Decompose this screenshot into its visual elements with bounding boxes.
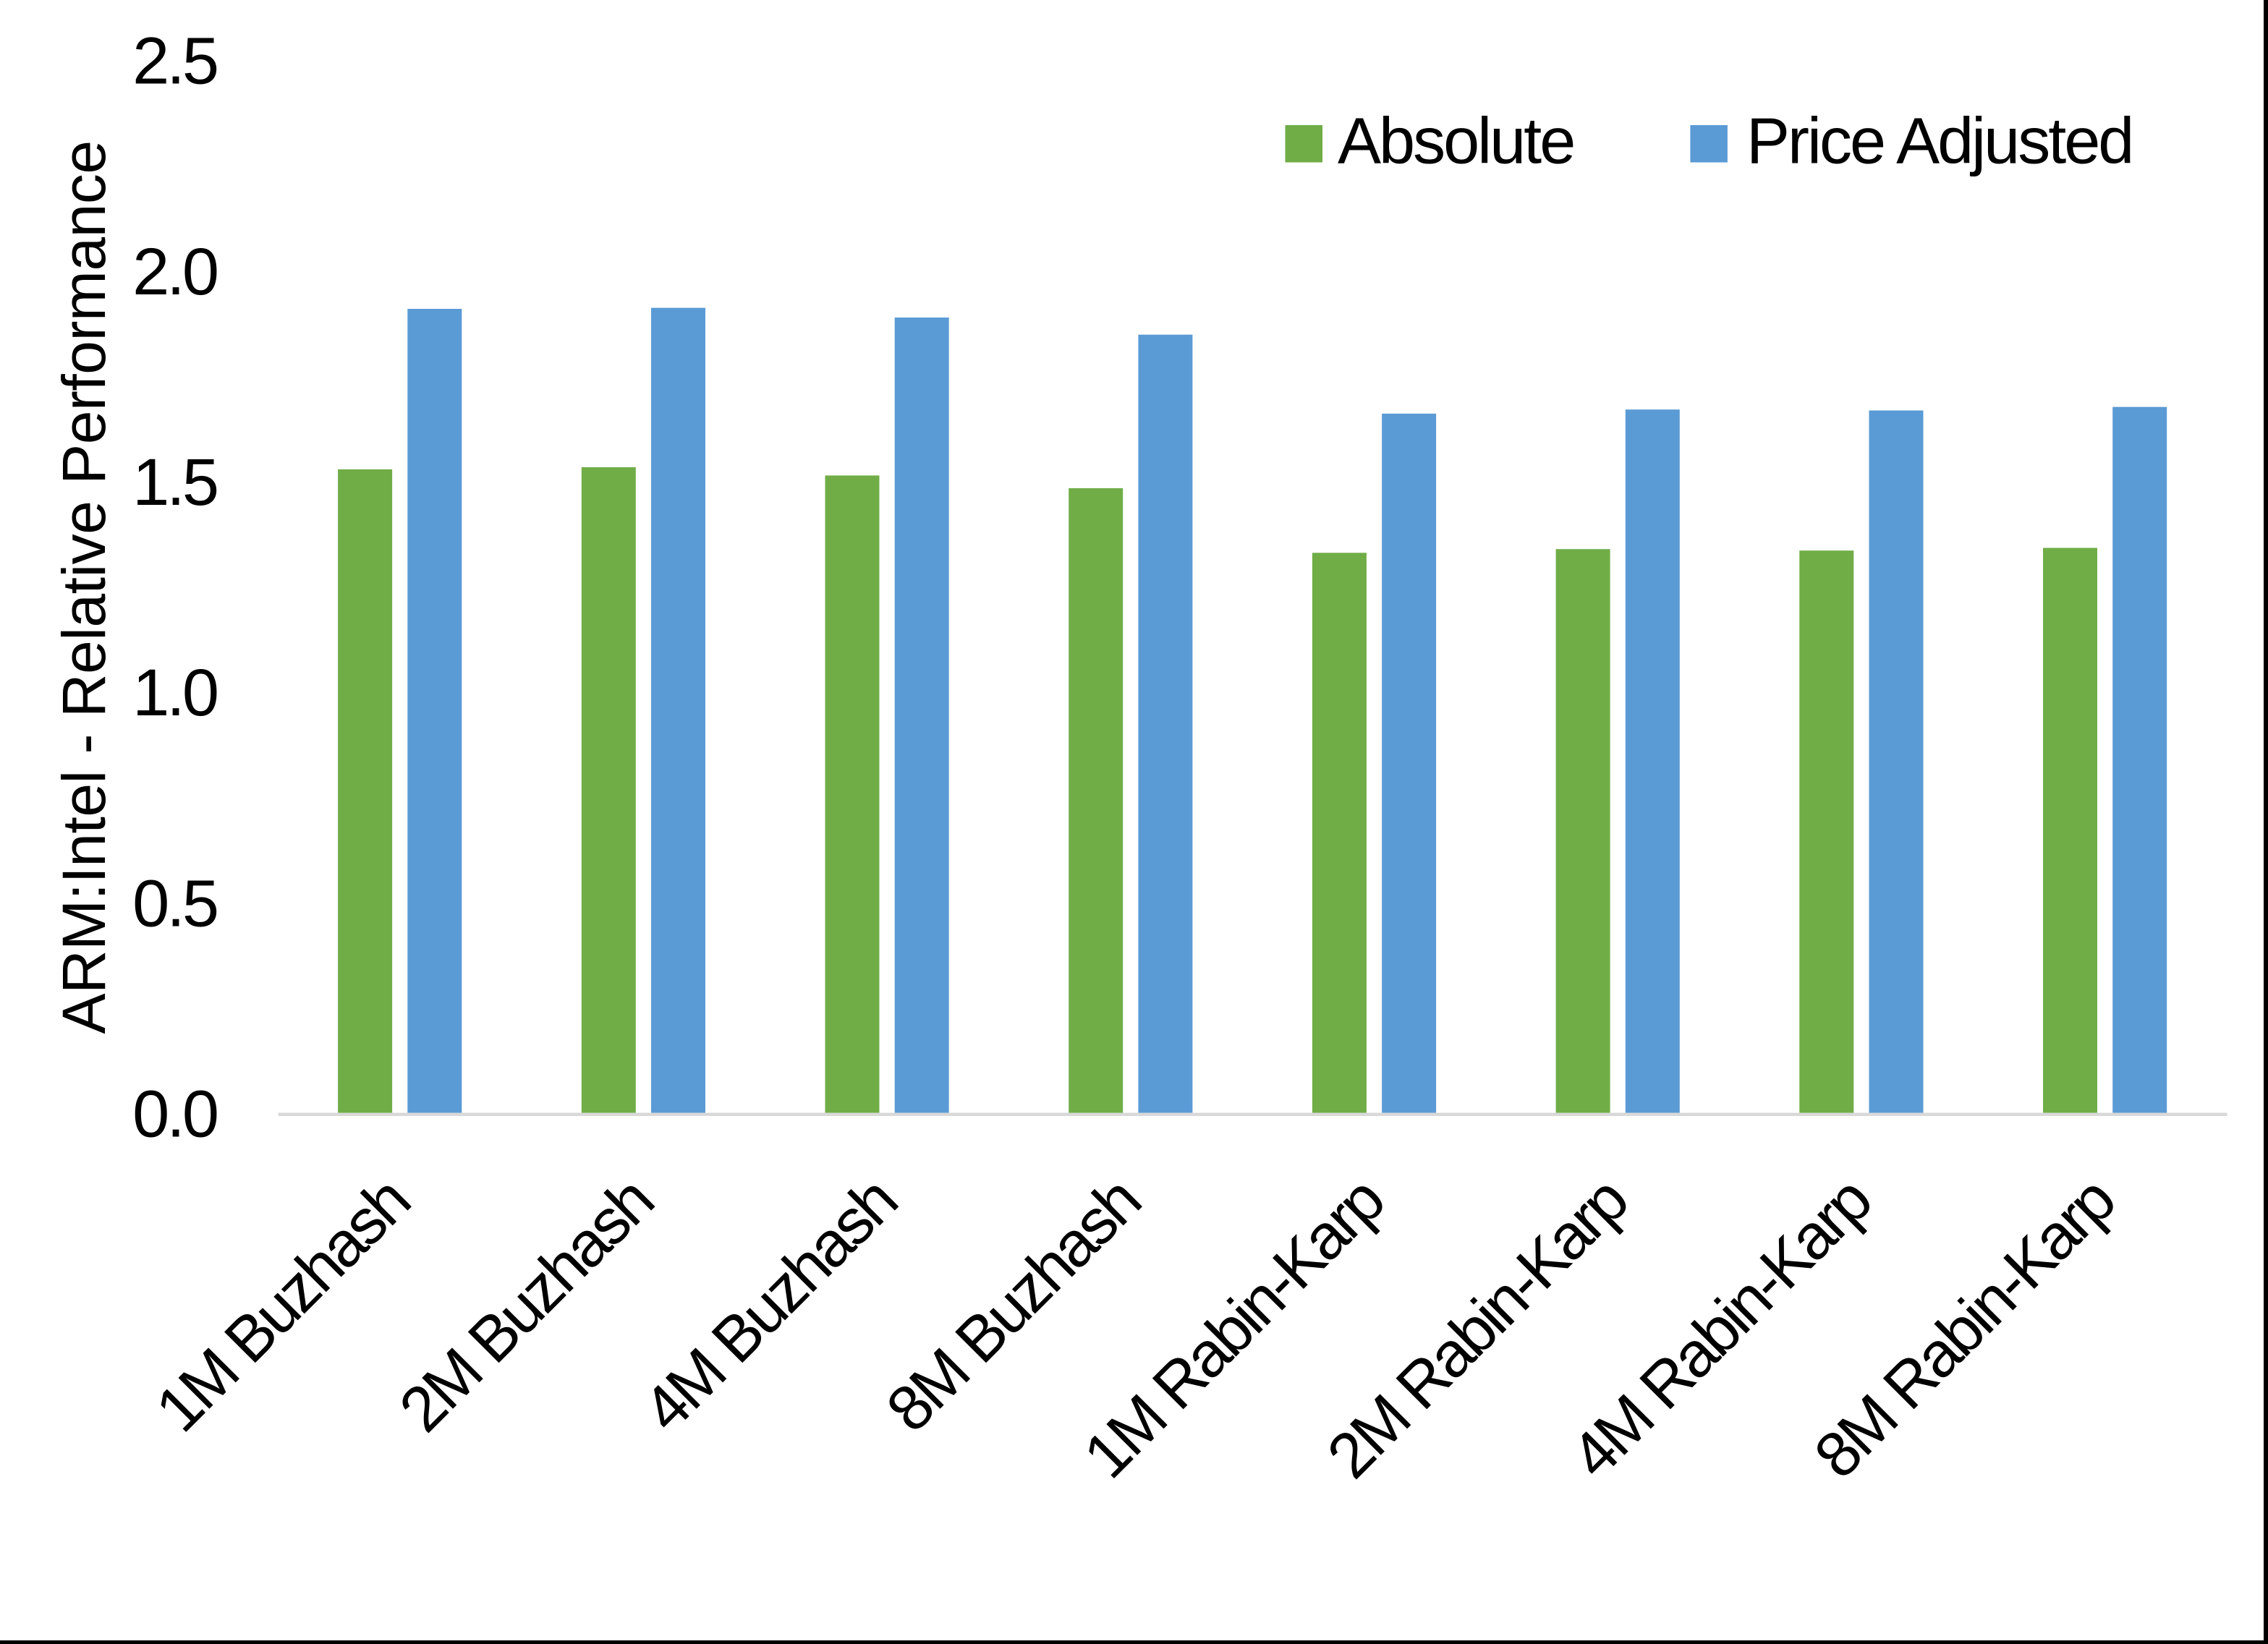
svg-text:Price Adjusted: Price Adjusted: [1746, 106, 2132, 178]
svg-text:ARM:Intel - Relative Performan: ARM:Intel - Relative Performance: [50, 140, 118, 1034]
svg-text:2.0: 2.0: [132, 235, 217, 309]
svg-text:2.5: 2.5: [132, 25, 217, 98]
svg-text:1.0: 1.0: [132, 656, 217, 730]
svg-text:Absolute: Absolute: [1338, 106, 1573, 178]
svg-text:0.5: 0.5: [132, 866, 217, 940]
svg-text:0.0: 0.0: [132, 1078, 217, 1151]
svg-text:1.5: 1.5: [132, 446, 217, 519]
